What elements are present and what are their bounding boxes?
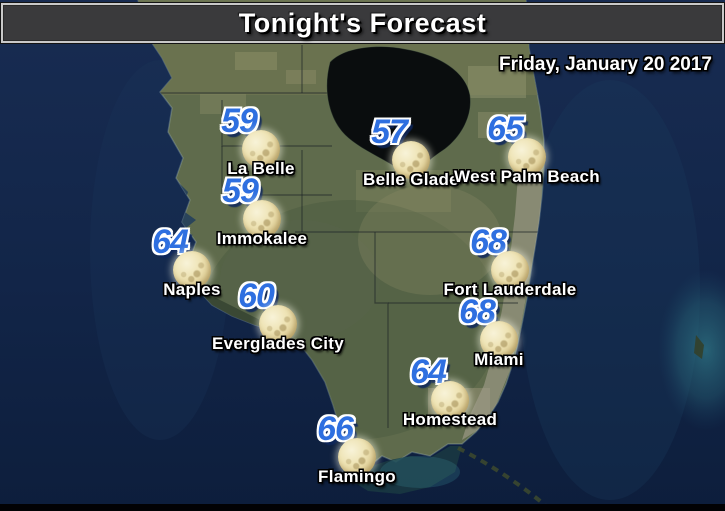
- city-label: Everglades City: [211, 334, 345, 353]
- full-moon-icon: [242, 130, 280, 168]
- city-label: Flamingo: [318, 467, 396, 486]
- florida-bay: [340, 445, 462, 494]
- city-label: Miami: [474, 350, 524, 369]
- bottom-letterbox-bar: [0, 504, 725, 511]
- full-moon-icon: [480, 321, 518, 359]
- full-moon-icon: [431, 381, 469, 419]
- full-moon-icon: [338, 438, 376, 476]
- full-moon-icon: [491, 251, 529, 289]
- full-moon-icon: [508, 138, 546, 176]
- county-boundaries: [150, 45, 540, 428]
- atlantic-ocean: [520, 80, 700, 500]
- shallow-water: [380, 456, 460, 488]
- bahamas-bank: [658, 270, 725, 430]
- title-bar: Tonight's Forecast: [1, 3, 724, 43]
- city-label: West Palm Beach: [454, 167, 600, 186]
- city-label: Immokalee: [216, 229, 308, 248]
- urban-coastal-strip: [462, 150, 544, 440]
- full-moon-icon: [173, 251, 211, 289]
- city-label: Naples: [163, 280, 221, 299]
- city-label: Homestead: [402, 410, 498, 429]
- city-label: La Belle: [227, 159, 295, 178]
- forecast-date: Friday, January 20 2017: [499, 54, 712, 75]
- city-label: Belle Glade: [363, 170, 459, 189]
- full-moon-icon: [259, 305, 297, 343]
- page-title: Tonight's Forecast: [238, 7, 487, 38]
- city-label: Fort Lauderdale: [443, 280, 577, 299]
- bimini-island: [694, 335, 704, 359]
- florida-keys: [457, 446, 547, 507]
- full-moon-icon: [243, 200, 281, 238]
- land-texture: [138, 0, 544, 450]
- lake-okeechobee: [326, 46, 471, 181]
- full-moon-icon: [392, 141, 430, 179]
